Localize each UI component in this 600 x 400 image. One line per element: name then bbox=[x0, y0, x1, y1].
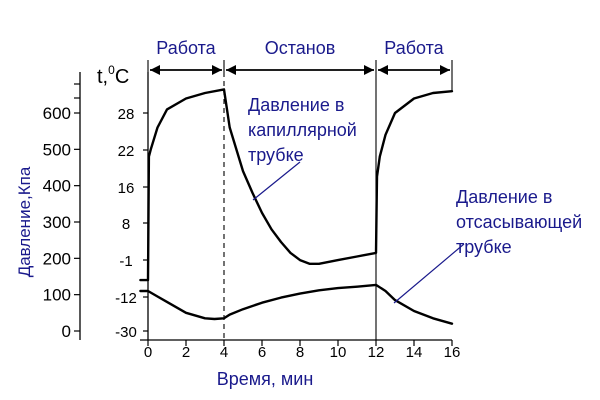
capillary-leader-line bbox=[252, 161, 301, 201]
annotations: Давление в капиллярной трубке Давление в отс… bbox=[248, 95, 582, 304]
phase-arrow-head-left bbox=[150, 65, 160, 75]
x-axis-label: Время, мин bbox=[217, 369, 314, 389]
x-tick-label: 14 bbox=[406, 344, 423, 361]
suction-annotation-line: отсасывающей bbox=[456, 212, 582, 232]
temperature-axis-label: t,0C bbox=[97, 63, 129, 88]
pressure-tick-label: 300 bbox=[43, 213, 71, 232]
x-tick-label: 0 bbox=[144, 344, 152, 361]
phase-label: Работа bbox=[156, 38, 216, 58]
chart-axes: 60050040030020010002822168-1-12-30t,0CДа… bbox=[15, 60, 460, 389]
x-tick-label: 2 bbox=[182, 344, 190, 361]
temperature-tick-label: -12 bbox=[115, 290, 137, 307]
phase-label: Останов bbox=[265, 38, 336, 58]
pressure-tick-label: 0 bbox=[62, 322, 71, 341]
suction-annotation-line: Давление в bbox=[456, 187, 552, 207]
x-tick-label: 6 bbox=[258, 344, 266, 361]
temperature-tick-label: 8 bbox=[122, 216, 130, 233]
x-tick-label: 10 bbox=[330, 344, 347, 361]
capillary-annotation-line: Давление в bbox=[248, 95, 344, 115]
x-tick-label: 12 bbox=[368, 344, 385, 361]
pressure-tick-label: 100 bbox=[43, 286, 71, 305]
pressure-tick-label: 200 bbox=[43, 249, 71, 268]
phase-arrow-head-left bbox=[378, 65, 388, 75]
phase-arrow-head-right bbox=[212, 65, 222, 75]
suction-leader-line bbox=[393, 243, 465, 304]
pressure-tick-label: 400 bbox=[43, 177, 71, 196]
curves bbox=[139, 88, 454, 325]
temperature-tick-label: -1 bbox=[119, 253, 132, 270]
suction-pressure-curve bbox=[139, 283, 454, 325]
pressure-tick-label: 500 bbox=[43, 140, 71, 159]
temperature-tick-label: -30 bbox=[115, 324, 137, 341]
phase-label: Работа bbox=[384, 38, 444, 58]
capillary-annotation-line: трубке bbox=[248, 145, 304, 165]
x-tick-label: 8 bbox=[296, 344, 304, 361]
x-tick-label: 16 bbox=[444, 344, 461, 361]
temperature-tick-label: 28 bbox=[118, 106, 135, 123]
phase-bar: Работа Останов Работа bbox=[150, 38, 450, 75]
temperature-tick-label: 22 bbox=[118, 143, 135, 160]
phase-arrow-head-right bbox=[440, 65, 450, 75]
suction-annotation-line: трубке bbox=[456, 237, 512, 257]
phase-arrow-head-right bbox=[364, 65, 374, 75]
capillary-annotation-line: капиллярной bbox=[248, 120, 357, 140]
temperature-tick-label: 16 bbox=[118, 180, 135, 197]
pressure-tick-label: 600 bbox=[43, 104, 71, 123]
pressure-axis-label: Давление,Кпа bbox=[15, 166, 34, 277]
phase-arrow-head-left bbox=[226, 65, 236, 75]
x-tick-label: 4 bbox=[220, 344, 228, 361]
capillary-pressure-curve bbox=[139, 88, 454, 282]
